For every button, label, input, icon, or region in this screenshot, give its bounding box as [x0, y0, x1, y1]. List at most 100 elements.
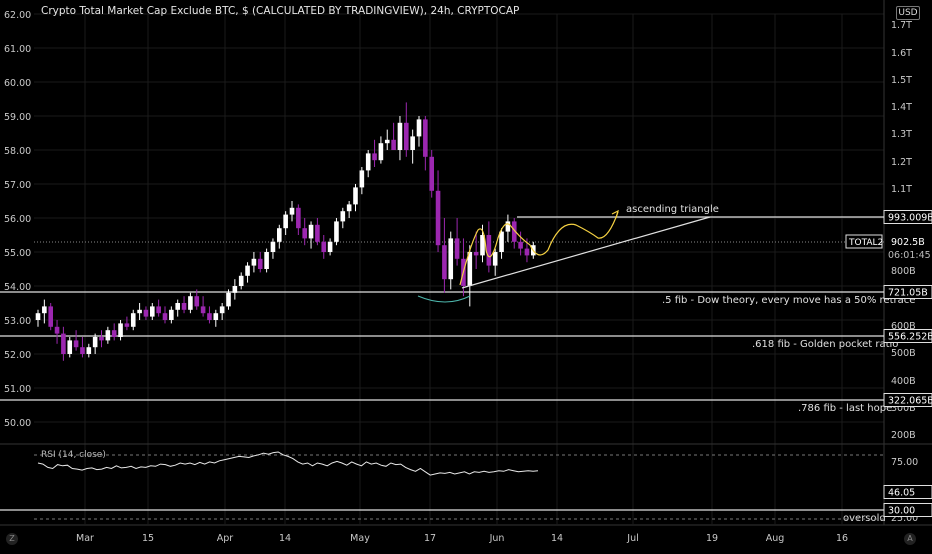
- candle-body: [143, 309, 149, 317]
- candle-body: [480, 235, 485, 256]
- candle-body: [105, 330, 111, 341]
- candle-body: [505, 221, 511, 232]
- candle-body: [473, 252, 479, 256]
- triangle-support-line: [461, 216, 711, 289]
- right-axis-label: 1.3T: [891, 129, 912, 140]
- candle-body: [245, 265, 250, 276]
- tag-fib-618-box: [883, 329, 932, 343]
- tag-fib-5: 721.05B: [888, 288, 928, 299]
- candle-body: [251, 258, 257, 266]
- candle-body: [384, 139, 390, 144]
- candle-body: [169, 309, 174, 320]
- candle-body: [48, 306, 53, 327]
- candle-body: [162, 313, 168, 320]
- tag-fib-618: 556.252B: [888, 332, 932, 343]
- candle-body: [111, 330, 117, 337]
- left-axis-label: 51.00: [4, 384, 31, 395]
- annotation-fib-618: .618 fib - Golden pocket ratio: [752, 339, 898, 350]
- left-axis-label: 55.00: [4, 248, 31, 259]
- candle-body: [270, 241, 276, 252]
- candle-body: [200, 306, 206, 314]
- left-axis-label: 50.00: [4, 418, 31, 429]
- right-axis-label: 1.6T: [891, 48, 912, 59]
- tag-fib-5-box: [883, 285, 932, 299]
- tag-resistance: 993.009B: [888, 213, 932, 224]
- rsi-axis-label: 75.00: [891, 457, 918, 468]
- right-axis-label: 1.5T: [891, 75, 912, 86]
- right-axis-label: 800B: [891, 266, 916, 277]
- candle-body: [378, 143, 384, 161]
- candle-body: [80, 347, 85, 354]
- candle-body: [73, 340, 79, 348]
- tag-symbol: TOTAL2: [848, 238, 883, 248]
- candle-body: [340, 211, 346, 222]
- candle-body: [315, 224, 320, 242]
- candle-body: [365, 153, 371, 171]
- auto-scale-icon[interactable]: A: [904, 533, 916, 545]
- right-axis-label: 1.7T: [891, 20, 912, 31]
- candle-body: [467, 252, 473, 286]
- x-axis-label: Jun: [489, 533, 505, 544]
- candle-body: [67, 340, 73, 354]
- x-axis-label: May: [350, 533, 370, 544]
- candle-body: [207, 313, 212, 320]
- candle-body: [429, 156, 434, 191]
- tag-fib-786: 322.065B: [888, 396, 932, 407]
- left-axis-label: 61.00: [4, 44, 31, 55]
- candle-body: [42, 306, 47, 314]
- tradingview-logo-icon[interactable]: Z: [6, 533, 18, 545]
- rsi-axis-label: 25.00: [891, 513, 918, 524]
- right-axis-label: 1.1T: [891, 184, 912, 195]
- x-axis-label: 16: [836, 533, 848, 544]
- fib-layer: [0, 216, 884, 401]
- candle-body: [486, 235, 492, 266]
- rsi-line: [37, 451, 539, 476]
- currency-button[interactable]: USD: [896, 6, 920, 20]
- candle-body: [150, 306, 155, 317]
- right-axis-label: 1.2T: [891, 157, 912, 168]
- tag-rsi-value-box: [883, 485, 932, 499]
- left-axis-label: 58.00: [4, 146, 31, 157]
- left-axis-label: 54.00: [4, 282, 31, 293]
- left-axis-label: 56.00: [4, 214, 31, 225]
- projected-path: [459, 211, 619, 286]
- x-axis-label: 14: [279, 533, 291, 544]
- candle-body: [353, 187, 358, 205]
- candle-body: [442, 245, 447, 280]
- rsi-title: RSI (14, close): [41, 450, 106, 460]
- candle-body: [226, 292, 231, 307]
- candle-body: [308, 224, 314, 239]
- candle-body: [35, 313, 41, 320]
- candle-body: [448, 238, 454, 280]
- candle-body: [181, 303, 187, 310]
- x-axis-label: 14: [551, 533, 563, 544]
- candle-body: [404, 122, 409, 150]
- x-axis-label: 15: [142, 533, 154, 544]
- annotation-fib-786: .786 fib - last hope: [798, 403, 892, 414]
- candle-body: [511, 221, 517, 242]
- candle-body: [435, 190, 441, 246]
- candle-body: [518, 241, 523, 249]
- left-axis-label: 53.00: [4, 316, 31, 327]
- tag-rsi-value: 46.05: [888, 488, 915, 499]
- candle-body: [327, 241, 333, 252]
- candle-body: [86, 347, 92, 354]
- candle-body: [499, 231, 504, 252]
- candle-body: [321, 241, 327, 252]
- right-axis-label: 1.4T: [891, 102, 912, 113]
- candle-body: [61, 333, 66, 354]
- tag-rsi-oversold-box: [883, 503, 932, 517]
- tag-symbol-box: [845, 234, 883, 249]
- tag-layer: 993.009B 721.05B 556.252B 322.065B 46.05 30.0…: [845, 210, 932, 517]
- tag-price: 902.5B: [891, 237, 925, 248]
- candle-body: [391, 139, 396, 150]
- annotation-triangle: ascending triangle: [626, 204, 719, 215]
- grid-layer: [0, 0, 932, 526]
- left-axis-label: 62.00: [4, 10, 31, 21]
- right-axis-label: 200B: [891, 430, 916, 441]
- candle-body: [213, 313, 219, 320]
- candle-body: [54, 326, 60, 334]
- candle-body: [346, 204, 352, 212]
